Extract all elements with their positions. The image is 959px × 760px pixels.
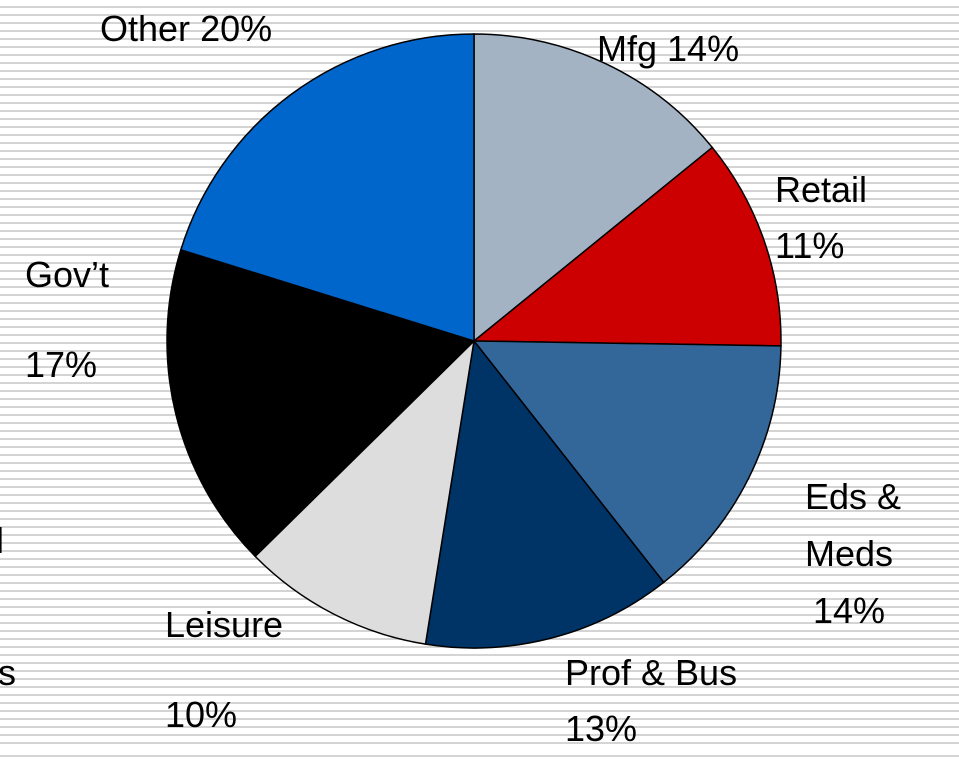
- slice-label: Other 20%: [100, 8, 272, 50]
- category-label: Gov’t: [25, 254, 110, 295]
- slice-label: Eds & Meds 14%: [805, 468, 935, 639]
- pie-slice: [166, 248, 476, 558]
- value-label: 13%: [565, 708, 638, 749]
- slice-label: Leisure 10%: [165, 580, 283, 760]
- category-label: Mfg: [597, 28, 658, 69]
- category-label: Prof & Bus: [565, 652, 738, 693]
- value-label: 20%: [200, 8, 273, 49]
- slice-label: Mfg 14%: [597, 28, 739, 70]
- pie-slice: [179, 33, 475, 343]
- value-label: 14%: [813, 590, 886, 631]
- value-label: 17%: [25, 344, 98, 385]
- value-label: 14%: [667, 28, 740, 69]
- category-label: Other: [100, 8, 191, 49]
- slice-label: Gov’t 17%: [25, 230, 109, 410]
- pie-slice: [471, 146, 782, 347]
- pie-slice: [424, 339, 665, 649]
- clipped-text: s: [0, 652, 16, 693]
- category-label: Eds & Meds: [805, 476, 902, 574]
- category-label: Leisure: [165, 604, 284, 645]
- slice-label: Prof & Bus 13%: [565, 645, 737, 757]
- category-label: Retail: [775, 169, 868, 210]
- pie-slice: [254, 338, 476, 646]
- value-label: 10%: [165, 694, 238, 735]
- pie-slice: [473, 33, 714, 343]
- pie-slice: [472, 340, 782, 584]
- clipped-text: il: [0, 520, 4, 562]
- value-label: 11%: [775, 225, 845, 266]
- slice-label: Retail 11%: [775, 162, 867, 274]
